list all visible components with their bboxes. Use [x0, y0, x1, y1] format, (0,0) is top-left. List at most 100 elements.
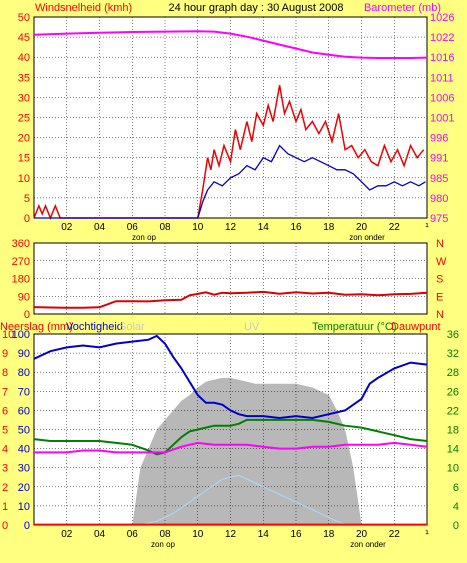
climate-x-tick-label: 14 [258, 529, 270, 540]
wind-x-tick-label: 08 [159, 222, 171, 233]
uv-line [140, 474, 346, 526]
wind-baro-panel: 5045403530252015105010261022101610111006… [18, 12, 455, 242]
compass-tick-label: W [436, 256, 447, 268]
humidity-y-tick-label: 20 [18, 482, 30, 494]
temp-y-tick-label: 26 [447, 386, 459, 398]
baro-y-tick-label: 980 [430, 193, 448, 205]
barometer-line [33, 30, 428, 59]
temp-line [33, 418, 428, 456]
climate-x-tick-label: ¹ [425, 529, 429, 540]
dewpoint-axis-label: Dauwpunt [391, 321, 441, 333]
wind-y-tick-label: 0 [24, 213, 30, 225]
compass-tick-label: E [436, 291, 443, 303]
dew-line [34, 441, 428, 454]
climate-x-tick-label: 10 [192, 529, 204, 540]
temp-y-tick-label: 18 [447, 425, 459, 437]
temp-y-tick-label: 4 [453, 501, 459, 513]
wind-x-tick-label: 14 [258, 222, 270, 233]
wind-y-tick-label: 25 [18, 113, 30, 125]
rain-y-tick-label: 3 [2, 463, 8, 475]
humidity-y-tick-label: 10 [18, 501, 30, 513]
temp-y-tick-label: 6 [453, 482, 459, 494]
direction-y-tick-label: 180 [12, 274, 30, 286]
climate-sunrise-label: zon op [151, 540, 176, 549]
wind-x-tick-label: 06 [127, 222, 139, 233]
baro-y-tick-label: 975 [430, 213, 448, 225]
wind-y-tick-label: 50 [18, 12, 30, 24]
compass-tick-label: N [436, 309, 444, 321]
wind-y-tick-label: 15 [18, 153, 30, 165]
temp-y-tick-label: 32 [447, 348, 459, 360]
wind-y-tick-label: 45 [18, 32, 30, 44]
temp-y-tick-label: 36 [447, 329, 459, 341]
wind-y-tick-label: 20 [18, 133, 30, 145]
climate-x-tick-label: 18 [323, 529, 335, 540]
wind-y-tick-label: 5 [24, 193, 30, 205]
wind-axis-label: Windsnelheid (kmh) [35, 2, 132, 14]
wind-y-tick-label: 30 [18, 92, 30, 104]
baro-y-tick-label: 1001 [430, 113, 454, 125]
chart-title: 24 hour graph day : 30 August 2008 [169, 2, 344, 14]
climate-x-tick-label: 16 [290, 529, 302, 540]
wind-x-tick-label: 02 [61, 222, 73, 233]
wind-y-tick-label: 10 [18, 173, 30, 185]
baro-y-tick-label: 1006 [430, 92, 454, 104]
wind-y-tick-label: 35 [18, 72, 30, 84]
wind-line [34, 144, 426, 219]
climate-x-tick-label: 08 [159, 529, 171, 540]
humidity-y-tick-label: 50 [18, 425, 30, 437]
humidity-y-tick-label: 40 [18, 444, 30, 456]
humidity-y-tick-label: 70 [18, 386, 30, 398]
baro-y-tick-label: 1026 [430, 12, 454, 24]
baro-y-tick-label: 1016 [430, 52, 454, 64]
temp-y-tick-label: 28 [447, 367, 459, 379]
baro-y-tick-label: 1011 [430, 72, 454, 84]
compass-tick-label: N [436, 238, 444, 250]
climate-x-tick-label: 12 [225, 529, 237, 540]
wind-direction-line [33, 290, 428, 309]
sunrise-label: zon op [132, 233, 157, 242]
temp-y-tick-label: 22 [447, 405, 459, 417]
wind-x-tick-label: ¹ [425, 222, 429, 233]
humidity-y-tick-label: 60 [18, 405, 30, 417]
humidity-line [33, 334, 428, 420]
wind-x-tick-label: 04 [94, 222, 106, 233]
rain-axis-label: Neerslag (mm) [0, 321, 73, 333]
temp-y-tick-label: 0 [453, 520, 459, 532]
humidity-y-tick-label: 100 [12, 329, 30, 341]
climate-x-tick-label: 04 [94, 529, 106, 540]
humidity-axis-label: Vochtigheid [66, 321, 123, 333]
rain-y-tick-label: 1 [2, 501, 8, 513]
direction-y-tick-label: 270 [12, 256, 30, 268]
baro-y-tick-label: 985 [430, 173, 448, 185]
temp-y-tick-label: 10 [447, 463, 459, 475]
climate-sunset-label: zon onder [350, 540, 386, 549]
temp-axis-label: Temperatuur (°C) [312, 321, 396, 333]
rain-y-tick-label: 9 [2, 348, 8, 360]
climate-x-tick-label: 20 [356, 529, 368, 540]
humidity-y-tick-label: 90 [18, 348, 30, 360]
wind-x-tick-label: 20 [356, 222, 368, 233]
rain-y-tick-label: 7 [2, 386, 8, 398]
direction-y-tick-label: 90 [18, 291, 30, 303]
humidity-y-tick-label: 80 [18, 367, 30, 379]
wind-x-tick-label: 12 [225, 222, 237, 233]
rain-y-tick-label: 5 [2, 425, 8, 437]
wind-x-tick-label: 16 [290, 222, 302, 233]
wind-x-tick-label: 22 [389, 222, 401, 233]
baro-axis-label: Barometer (mb) [364, 2, 441, 14]
direction-y-tick-label: 0 [24, 309, 30, 321]
rain-y-tick-label: 2 [2, 482, 8, 494]
humidity-y-tick-label: 30 [18, 463, 30, 475]
humidity-y-tick-label: 0 [24, 520, 30, 532]
climate-x-tick-label: 22 [389, 529, 401, 540]
rain-y-tick-label: 6 [2, 405, 8, 417]
rain-y-tick-label: 4 [2, 444, 8, 456]
uv-axis-label: UV [244, 321, 260, 333]
wind-x-tick-label: 10 [192, 222, 204, 233]
rain-y-tick-label: 10 [2, 329, 14, 341]
baro-y-tick-label: 1022 [430, 32, 454, 44]
wind-x-tick-label: 18 [323, 222, 335, 233]
